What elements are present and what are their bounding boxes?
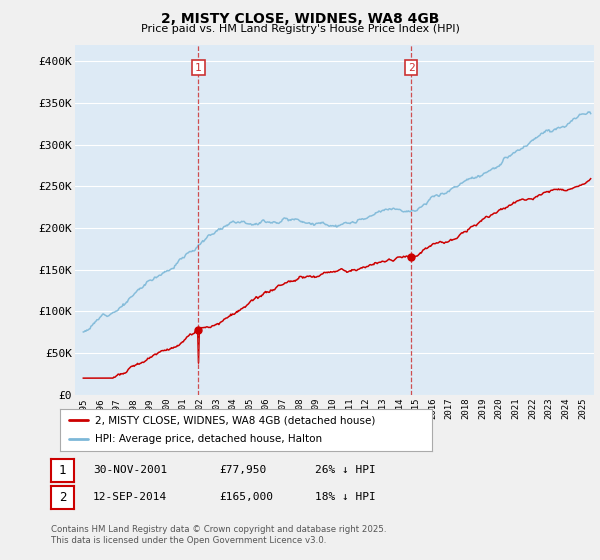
Text: £165,000: £165,000 xyxy=(219,492,273,502)
Text: 2: 2 xyxy=(59,491,66,504)
Text: 1: 1 xyxy=(59,464,66,477)
Text: 30-NOV-2001: 30-NOV-2001 xyxy=(93,465,167,475)
Text: Contains HM Land Registry data © Crown copyright and database right 2025.
This d: Contains HM Land Registry data © Crown c… xyxy=(51,525,386,545)
Text: HPI: Average price, detached house, Halton: HPI: Average price, detached house, Halt… xyxy=(95,435,322,445)
Text: Price paid vs. HM Land Registry's House Price Index (HPI): Price paid vs. HM Land Registry's House … xyxy=(140,24,460,34)
Text: 26% ↓ HPI: 26% ↓ HPI xyxy=(315,465,376,475)
Text: 12-SEP-2014: 12-SEP-2014 xyxy=(93,492,167,502)
Text: 1: 1 xyxy=(195,63,202,73)
Text: 2, MISTY CLOSE, WIDNES, WA8 4GB (detached house): 2, MISTY CLOSE, WIDNES, WA8 4GB (detache… xyxy=(95,415,376,425)
Text: 2, MISTY CLOSE, WIDNES, WA8 4GB: 2, MISTY CLOSE, WIDNES, WA8 4GB xyxy=(161,12,439,26)
Text: £77,950: £77,950 xyxy=(219,465,266,475)
Text: 2: 2 xyxy=(408,63,415,73)
Text: 18% ↓ HPI: 18% ↓ HPI xyxy=(315,492,376,502)
